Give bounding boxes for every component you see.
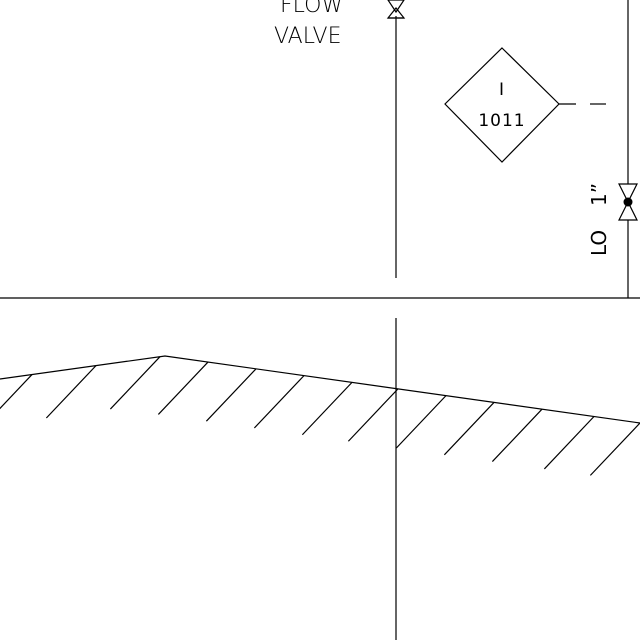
- hatch-line: [491, 408, 543, 462]
- ground-profile-line: [0, 355, 640, 424]
- instrument-type: I: [499, 80, 505, 100]
- hatch-line: [301, 381, 353, 436]
- hatch-line: [443, 401, 495, 456]
- hatch-line: [395, 395, 447, 449]
- instrument-number: 1011: [478, 111, 525, 131]
- hatch-line: [157, 361, 209, 415]
- hatch-line: [347, 388, 399, 442]
- hatch-line: [109, 356, 161, 410]
- valve-label-line1: FLOW: [280, 0, 343, 18]
- hatch-line: [543, 416, 595, 470]
- lock-size-label: 1”: [587, 183, 611, 206]
- lock-status-label: LO: [587, 230, 611, 256]
- locked-open-valve-symbol: [618, 183, 638, 221]
- ground-hatching: [0, 356, 640, 476]
- hatch-line: [205, 368, 257, 422]
- flow-valve-symbol: [386, 0, 406, 19]
- hatch-line: [45, 365, 97, 419]
- valve-label-line2: VALVE: [274, 24, 341, 49]
- hatch-line: [253, 375, 305, 429]
- instrument-bubble: I 1011: [444, 47, 560, 163]
- hatch-line: [589, 422, 640, 476]
- hatch-line: [0, 374, 33, 410]
